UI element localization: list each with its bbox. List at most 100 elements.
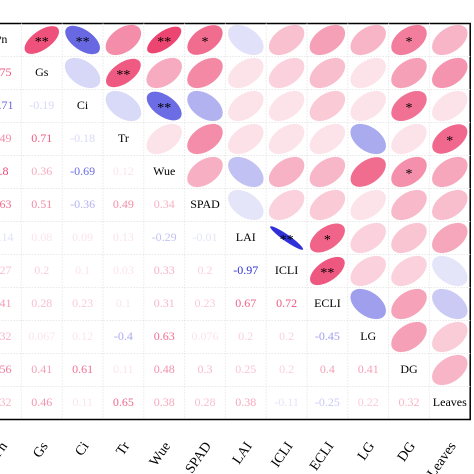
correlation-ellipse <box>146 57 182 89</box>
correlation-ellipse <box>228 156 264 188</box>
diagonal-label: Wue <box>153 164 175 178</box>
correlation-ellipse <box>268 123 305 155</box>
x-axis-label: SPAD <box>183 440 215 474</box>
correlation-value: 0.09 <box>72 230 93 244</box>
significance-star: ** <box>76 35 90 50</box>
correlation-value: -0.45 <box>315 329 340 343</box>
correlation-value: 0.38 <box>154 395 175 409</box>
correlation-value: 0.67 <box>235 296 256 310</box>
correlation-ellipse <box>432 189 468 221</box>
correlation-value: 0.076 <box>192 329 219 343</box>
significance-star: * <box>446 134 453 149</box>
correlation-ellipse <box>350 157 386 187</box>
diagonal-label: Gs <box>35 65 49 79</box>
x-axis-label: ICLI <box>269 439 297 470</box>
correlation-value: 0.8 <box>0 164 9 178</box>
correlation-ellipse <box>391 321 427 353</box>
correlation-value: 0.61 <box>72 362 93 376</box>
correlation-value: -0.25 <box>315 395 340 409</box>
significance-star: * <box>406 35 413 50</box>
correlation-ellipse <box>146 91 182 121</box>
correlation-ellipse <box>309 189 346 221</box>
correlation-value: 0.22 <box>358 395 379 409</box>
correlation-value: 0.28 <box>195 395 216 409</box>
correlation-value: 0.34 <box>154 197 175 211</box>
correlation-ellipse <box>432 255 468 287</box>
significance-star: ** <box>280 233 294 248</box>
correlation-value: 0.23 <box>72 296 93 310</box>
correlation-value: 0.41 <box>0 296 12 310</box>
diagonal-label: Pn <box>0 32 7 46</box>
correlation-ellipse <box>432 288 468 320</box>
correlation-ellipse <box>187 25 223 55</box>
correlation-ellipse <box>146 123 182 155</box>
correlation-value: 0.28 <box>31 296 52 310</box>
correlation-ellipse <box>187 90 223 122</box>
correlation-value: 0.27 <box>0 263 12 277</box>
correlation-ellipse <box>432 222 468 254</box>
correlation-ellipse <box>350 90 386 122</box>
correlation-value: 0.1 <box>75 263 90 277</box>
correlation-value: 0.2 <box>198 263 213 277</box>
correlation-value: -0.4 <box>114 329 133 343</box>
correlation-ellipse <box>432 57 468 89</box>
significance-star: * <box>324 233 331 248</box>
correlation-value: 0.65 <box>113 395 134 409</box>
diagonal-label: DG <box>400 362 418 376</box>
x-axis-label: Ci <box>73 439 93 459</box>
correlation-ellipse <box>268 189 305 221</box>
correlation-value: -0.11 <box>274 395 299 409</box>
correlation-value: 0.75 <box>0 65 12 79</box>
correlation-ellipse <box>391 189 427 221</box>
correlation-ellipse <box>391 255 427 287</box>
correlation-value: 0.23 <box>195 296 216 310</box>
correlation-value: 0.2 <box>279 329 294 343</box>
correlation-value: -0.19 <box>29 98 54 112</box>
correlation-ellipse <box>24 26 60 54</box>
correlation-ellipse <box>432 354 468 386</box>
significance-star: ** <box>157 35 171 50</box>
significance-star: * <box>202 35 209 50</box>
correlation-ellipse <box>350 288 386 320</box>
correlation-ellipse <box>350 123 386 155</box>
correlation-value: 0.46 <box>31 395 52 409</box>
correlation-value: 0.32 <box>0 395 12 409</box>
correlation-value: 0.13 <box>113 230 134 244</box>
correlation-ellipse <box>268 156 305 188</box>
correlation-ellipse <box>432 156 468 188</box>
correlation-value: 0.48 <box>154 362 175 376</box>
correlation-value: 0.38 <box>235 395 256 409</box>
correlation-ellipse <box>309 24 346 56</box>
correlation-value: -0.36 <box>70 197 95 211</box>
correlation-value: 0.56 <box>0 362 12 376</box>
correlation-ellipse <box>270 226 304 250</box>
correlation-ellipse <box>268 24 305 56</box>
correlation-ellipse <box>187 57 223 89</box>
correlation-ellipse <box>187 123 223 155</box>
correlation-ellipse <box>391 123 427 155</box>
correlation-ellipse <box>391 222 427 254</box>
x-axis-label: Pn <box>0 440 11 461</box>
correlation-value: 0.41 <box>31 362 52 376</box>
diagonal-label: SPAD <box>190 197 220 211</box>
x-axis-label: LAI <box>230 439 256 467</box>
correlation-ellipse <box>350 255 386 287</box>
correlation-value: 0.08 <box>31 230 52 244</box>
diagonal-label: LAI <box>236 230 256 244</box>
diagonal-label: Tr <box>118 131 129 145</box>
diagonal-label: Leaves <box>433 395 467 409</box>
correlation-ellipse <box>350 222 386 254</box>
x-axis-label: Leaves <box>425 440 460 474</box>
correlation-value: 0.51 <box>31 197 52 211</box>
correlation-value: 0.25 <box>235 362 256 376</box>
correlation-ellipse <box>432 24 468 56</box>
correlation-value: 0.2 <box>279 362 294 376</box>
correlation-ellipse <box>228 57 264 89</box>
correlation-value: -0.01 <box>193 230 218 244</box>
diagonal-label: Ci <box>77 98 89 112</box>
correlation-value: -0.29 <box>152 230 177 244</box>
correlation-ellipse <box>350 189 386 221</box>
correlation-ellipse <box>309 223 345 253</box>
correlation-ellipse <box>310 256 345 286</box>
correlation-ellipse <box>187 156 223 188</box>
